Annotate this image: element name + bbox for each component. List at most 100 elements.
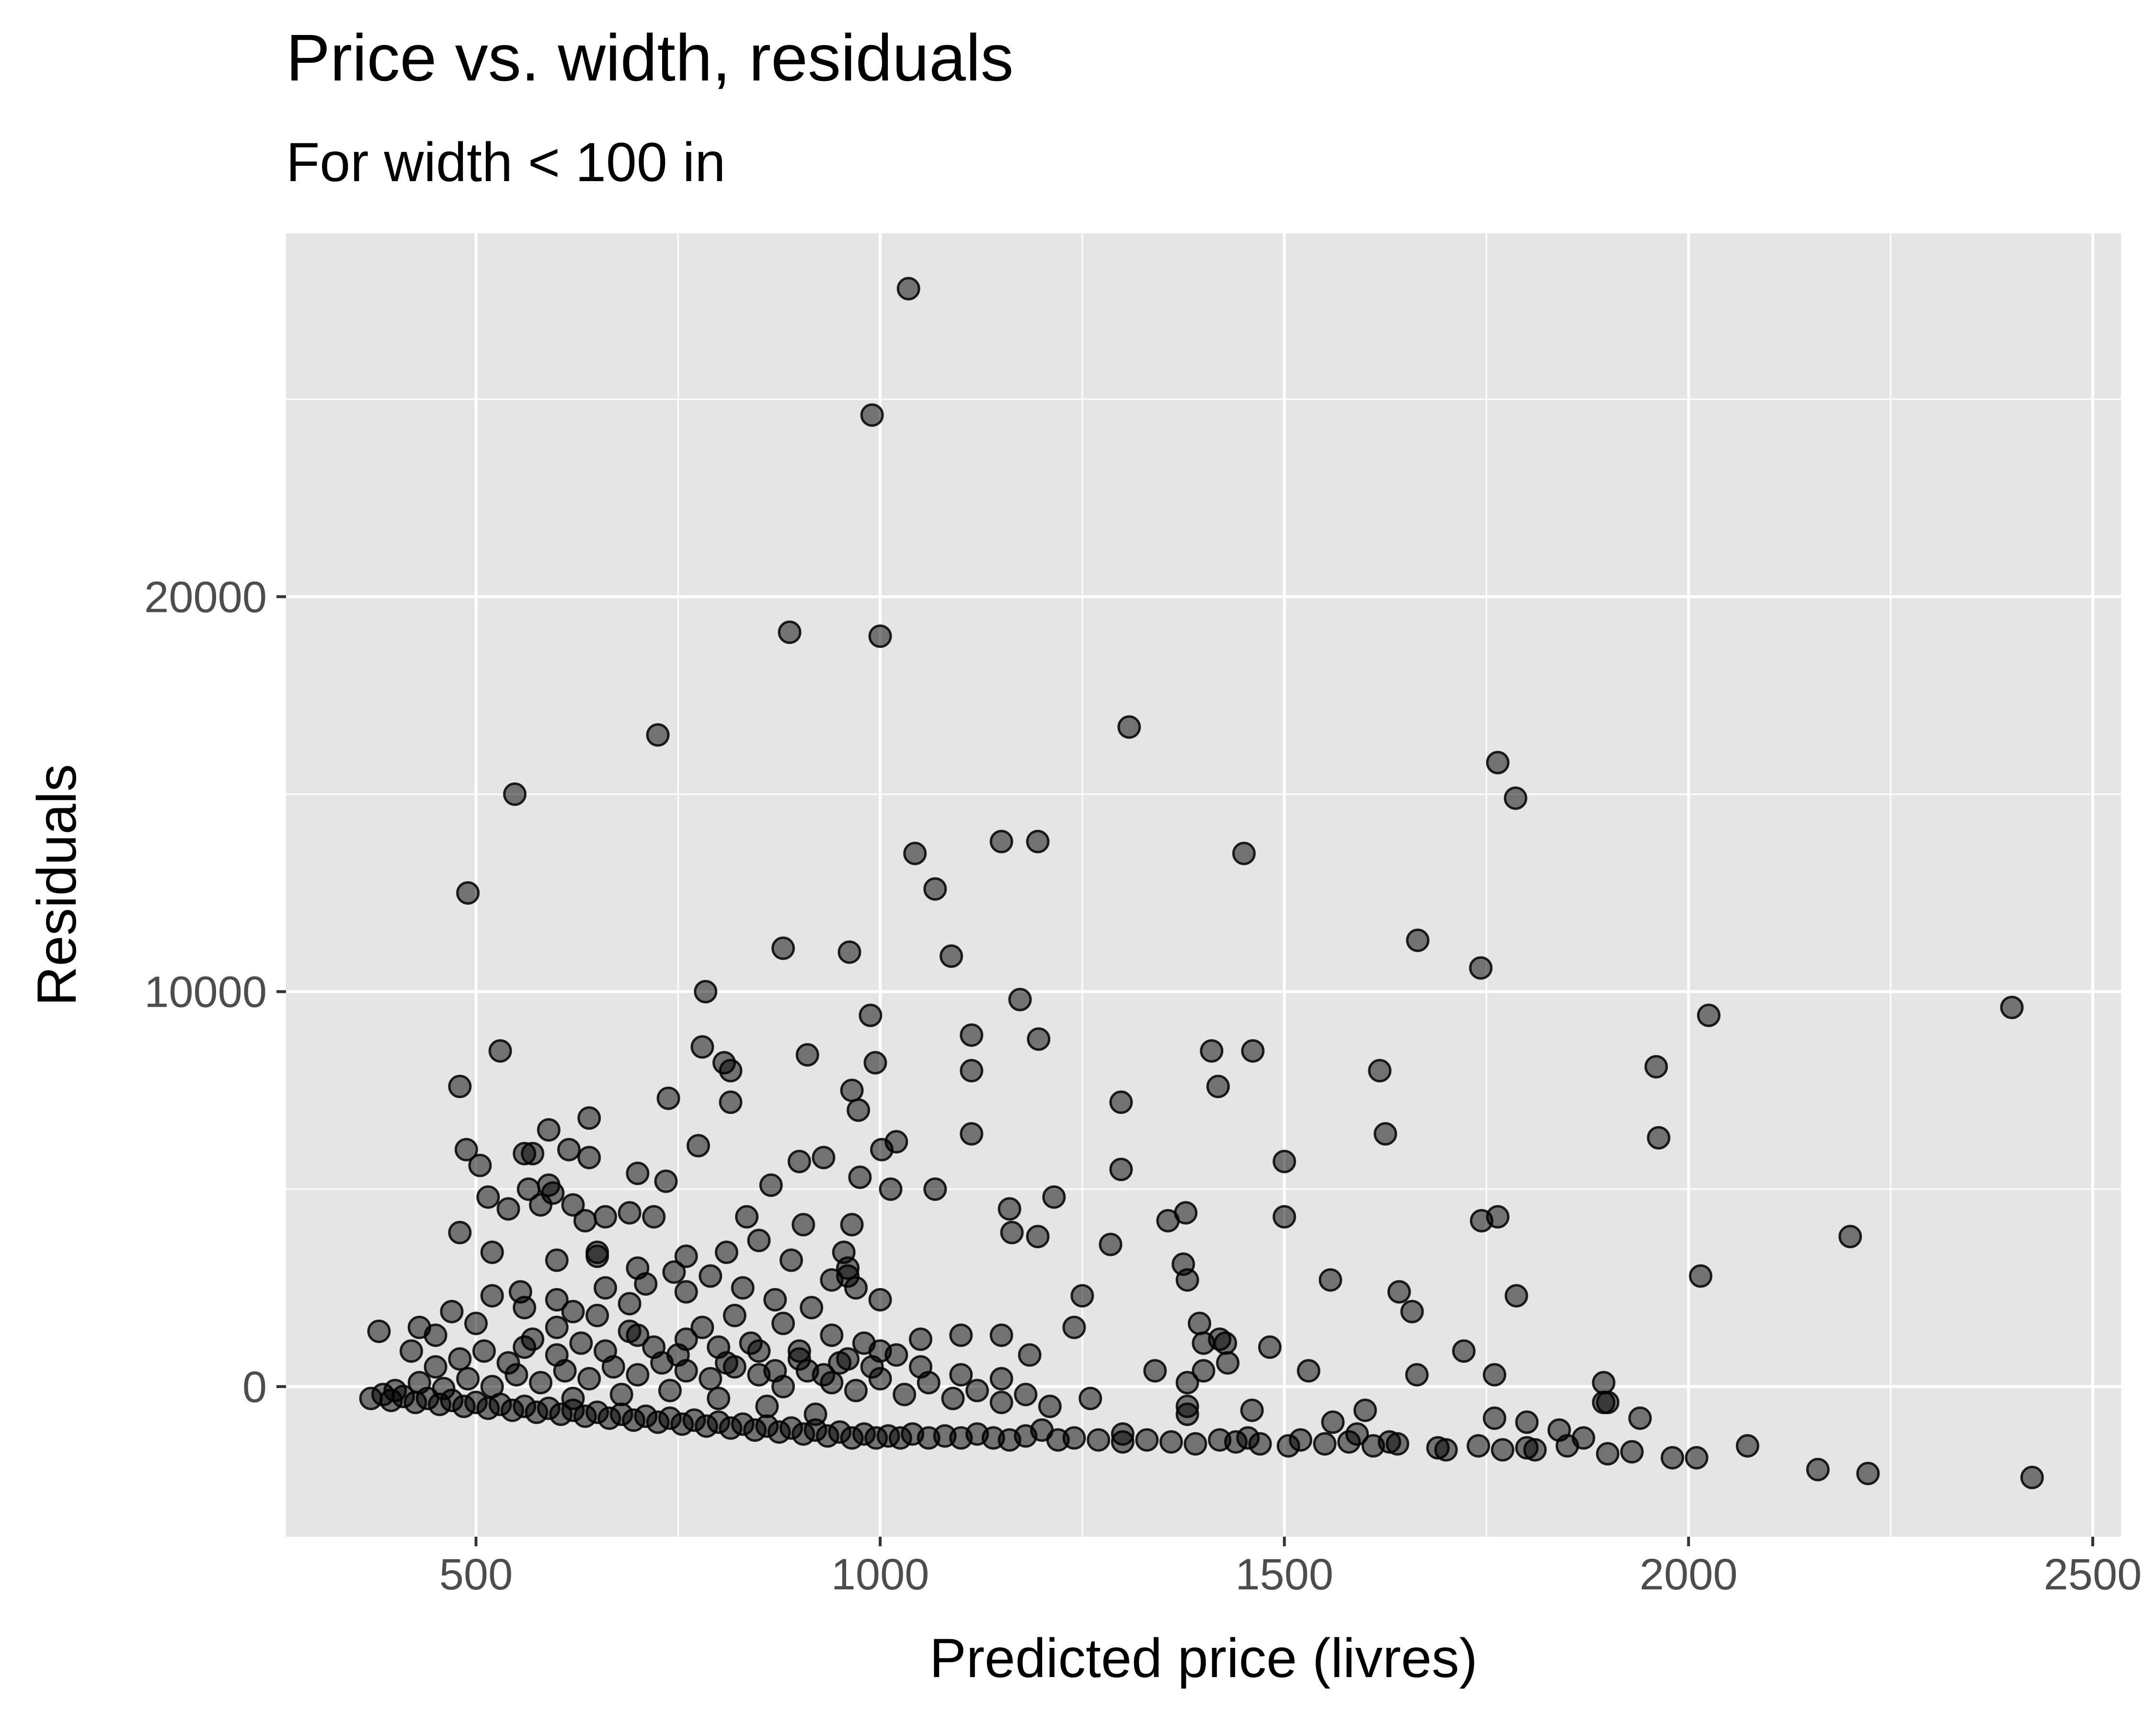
y-tick-label: 10000 [144,968,267,1017]
data-point [2020,1465,2044,1489]
data-point [2000,996,2024,1019]
data-point [407,1315,431,1339]
data-point [812,1146,836,1170]
data-point [383,1379,407,1403]
data-point [747,1229,771,1253]
data-point [1620,1440,1644,1464]
data-point [1014,1424,1038,1448]
data-point [836,1347,860,1371]
x-axis: 500 1000 1500 2000 2500 [439,1537,2142,1599]
data-point [940,944,963,968]
data-point [844,1379,868,1403]
data-point [646,723,670,747]
x-tick-label: 500 [439,1550,513,1599]
data-point [545,1315,569,1339]
data-point [719,1058,743,1082]
data-point [440,1300,464,1323]
data-point [642,1335,666,1359]
data-point [1515,1410,1539,1434]
data-point [1014,1382,1038,1406]
data-point [1070,1284,1094,1308]
data-point [1689,1264,1713,1288]
data-point [1087,1428,1111,1452]
chart-title: Price vs. width, residuals [286,21,1014,95]
data-point [594,1205,617,1229]
data-point [820,1268,844,1292]
data-point [800,1296,824,1320]
data-point [1482,1363,1506,1387]
data-point [1386,1432,1410,1456]
data-point [1596,1391,1620,1414]
data-point [529,1371,552,1394]
data-point [731,1276,755,1300]
data-point [1486,751,1510,774]
data-point [859,1003,883,1027]
data-point [1806,1458,1830,1482]
data-point [884,1130,908,1154]
data-point [1208,1327,1232,1351]
data-point [1467,1434,1491,1458]
data-point [868,1288,892,1311]
x-tick-label: 1500 [1235,1550,1333,1599]
data-point [1159,1430,1183,1454]
data-point [472,1339,496,1363]
data-point [707,1387,731,1410]
data-point [1038,1394,1062,1418]
data-point [1273,1150,1296,1173]
data-point [917,1371,940,1394]
data-point [1504,1284,1528,1308]
data-point [1117,715,1141,739]
data-point [812,1363,836,1387]
data-point [618,1201,642,1225]
data-point [960,1058,984,1082]
data-point [480,1241,504,1264]
data-point [989,1367,1013,1391]
data-point [896,276,920,300]
data-point [1062,1426,1086,1450]
data-point [400,1339,423,1363]
data-point [715,1351,738,1375]
data-point [780,1248,803,1272]
data-point [771,1311,795,1335]
data-point [949,1363,973,1387]
data-point [626,1363,650,1387]
data-point [860,403,884,427]
data-point [1644,1055,1668,1079]
x-tick-label: 2500 [2044,1550,2142,1599]
data-point [448,1220,472,1244]
data-point [1452,1339,1476,1363]
data-point [577,1106,601,1130]
data-point [513,1296,537,1320]
data-point [1628,1406,1652,1430]
data-point [666,1343,690,1367]
data-point [694,980,718,1003]
data-point [1685,1446,1709,1470]
data-point [840,1213,864,1237]
data-point [496,1351,520,1375]
data-point [1018,1343,1042,1367]
data-point [893,1382,917,1406]
data-point [407,1371,431,1394]
data-point [763,1359,787,1383]
data-point [1078,1387,1102,1410]
data-point [464,1311,488,1335]
data-point [1405,1363,1429,1387]
data-point [1216,1351,1240,1375]
y-axis-title: Residuals [26,764,88,1006]
data-point [1647,1126,1671,1150]
data-point [1426,1436,1450,1460]
data-point [1406,928,1430,952]
data-point [654,1169,678,1193]
data-point [1224,1430,1248,1454]
data-point [1515,1436,1539,1460]
data-point [949,1323,973,1347]
data-point [699,1367,722,1391]
data-point [1296,1359,1320,1383]
data-point [585,1303,609,1327]
data-point [941,1387,965,1410]
data-point [521,1327,545,1351]
data-point [424,1355,447,1379]
data-point [832,1241,856,1264]
data-point [965,1379,989,1403]
data-point [1503,786,1527,810]
